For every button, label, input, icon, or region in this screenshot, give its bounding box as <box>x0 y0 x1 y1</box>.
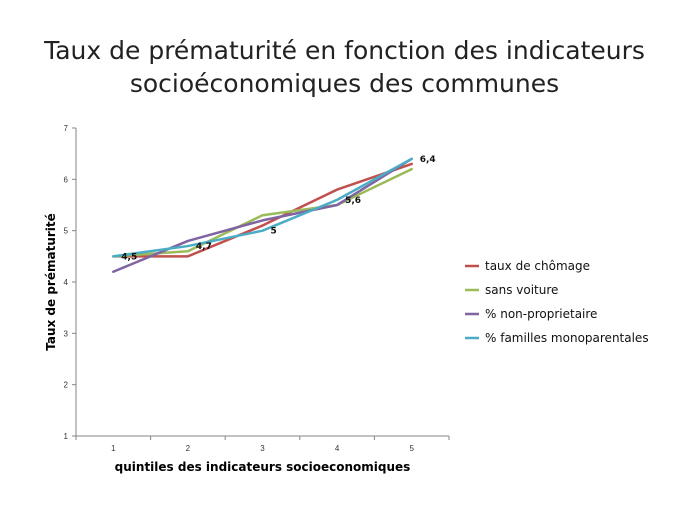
y-tick-label: 2 <box>64 381 69 390</box>
y-axis-title: Taux de prématurité <box>44 213 58 351</box>
series-line-3 <box>112 157 413 273</box>
series-line-4 <box>112 157 413 258</box>
data-label: 6,4 <box>420 155 436 165</box>
x-tick-label: 3 <box>260 444 265 453</box>
x-axis-title: quintiles des indicateurs socioeconomiqu… <box>115 460 411 474</box>
y-tick-label: 5 <box>64 227 69 236</box>
y-tick-label: 4 <box>64 278 69 287</box>
series-line-1 <box>112 162 413 258</box>
x-tick-label: 1 <box>111 444 116 453</box>
chart-title: Taux de prématurité en fonction des indi… <box>0 34 689 100</box>
data-label: 4,7 <box>196 242 212 252</box>
chart-title-line-1: Taux de prématurité en fonction des indi… <box>44 36 645 65</box>
x-tick-label: 2 <box>186 444 191 453</box>
data-label: 5,6 <box>345 196 361 206</box>
y-tick-label: 6 <box>64 175 69 184</box>
y-tick-label: 1 <box>64 432 69 441</box>
x-tick-label: 4 <box>335 444 340 453</box>
data-label: 4,5 <box>121 252 137 262</box>
x-tick-label: 5 <box>409 444 414 453</box>
chart-title-line-2: socioéconomiques des communes <box>129 69 560 98</box>
legend-label: sans voiture <box>485 283 558 297</box>
legend-label: taux de chômage <box>485 259 590 273</box>
legend-label: % non-proprietaire <box>485 307 597 321</box>
data-label: 5 <box>271 227 277 237</box>
y-tick-label: 7 <box>64 124 69 133</box>
y-tick-label: 3 <box>64 329 69 338</box>
series-line-2 <box>112 167 413 258</box>
legend-label: % familles monoparentales <box>485 331 649 345</box>
